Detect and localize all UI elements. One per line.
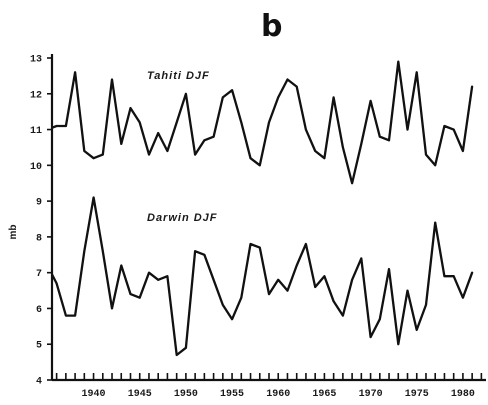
y-tick-label: 11: [30, 126, 42, 137]
x-tick-label: 1950: [174, 389, 198, 400]
x-tick-label: 1945: [128, 389, 152, 400]
y-tick-group: 4 5 6 7 8 9 10 11 12 13: [30, 55, 52, 388]
series-line-darwin: [53, 196, 474, 357]
y-tick-label: 8: [36, 233, 42, 244]
x-tick-label: 1940: [82, 389, 106, 400]
y-tick-label: 12: [30, 90, 42, 101]
y-tick-label: 13: [30, 55, 42, 66]
series-label-darwin: Darwin DJF: [147, 212, 218, 224]
y-tick-label: 7: [36, 269, 42, 280]
y-tick-label: 4: [36, 377, 42, 388]
x-tick-label: 1955: [220, 389, 244, 400]
x-tick-label: 1965: [312, 389, 336, 400]
y-tick-label: 6: [36, 305, 42, 316]
series-label-tahiti: Tahiti DJF: [147, 70, 210, 82]
x-tick-label: 1960: [266, 389, 290, 400]
y-tick-label: 5: [36, 341, 42, 352]
panel-letter: b: [261, 9, 282, 44]
x-tick-label: 1970: [359, 389, 383, 400]
series-line-tahiti: [53, 60, 474, 185]
y-tick-label: 9: [36, 198, 42, 209]
x-tick-group: 1940 1945 1950 1955 1960 1965 1970 1975 1980: [55, 373, 483, 400]
y-tick-label: 10: [30, 162, 42, 173]
x-tick-label: 1980: [451, 389, 475, 400]
series-group: [53, 60, 474, 357]
y-axis-label: mb: [8, 225, 19, 240]
x-tick-label: 1975: [405, 389, 429, 400]
